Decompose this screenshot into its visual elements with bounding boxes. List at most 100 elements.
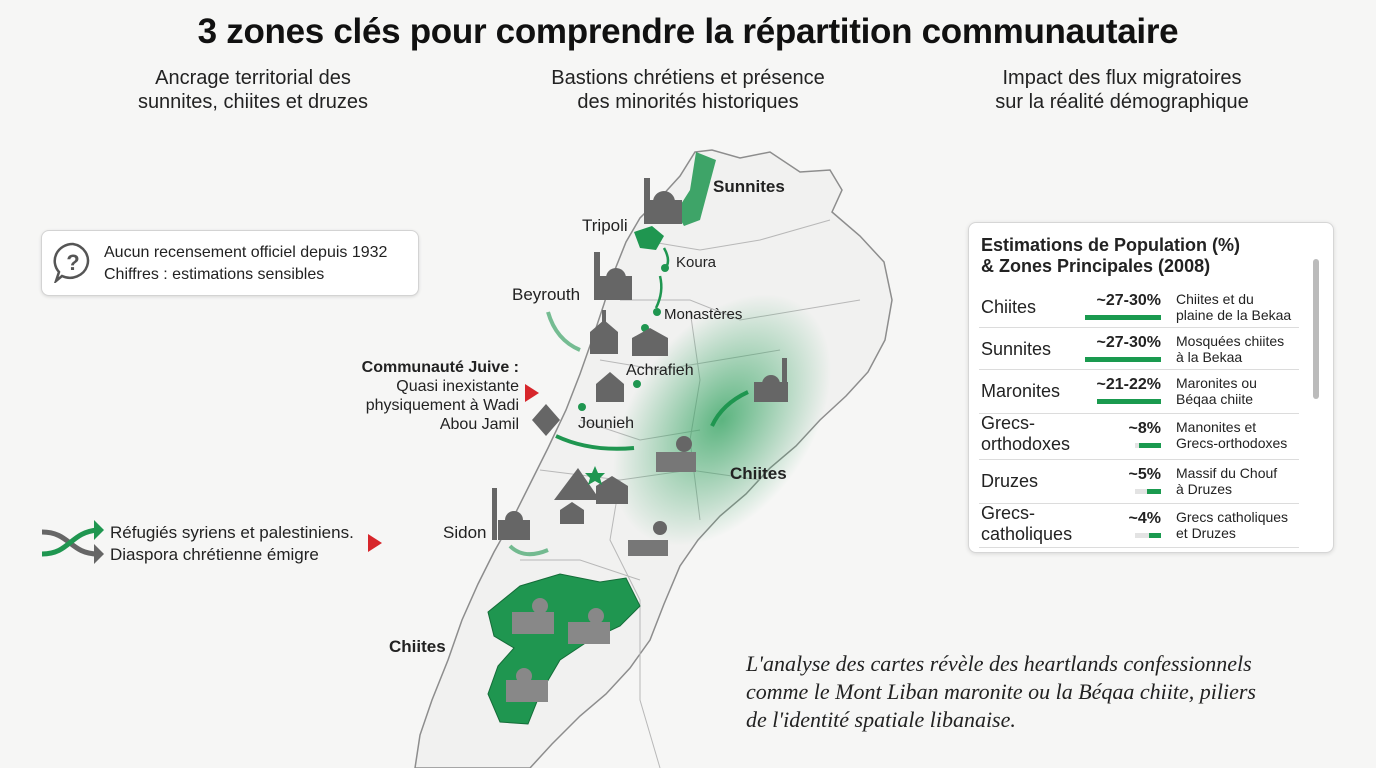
row-note: Grecs catholiques et Druzes	[1176, 509, 1288, 541]
notice-line: Aucun recensement officiel depuis 1932	[104, 244, 388, 261]
row-note-line: à la Bekaa	[1176, 349, 1243, 365]
row-note-line: Chiites et du	[1176, 291, 1254, 307]
row-bar	[1085, 357, 1161, 362]
notice-line: Chiffres : estimations sensibles	[104, 266, 325, 283]
row-range: ~5%	[1128, 466, 1161, 483]
row-note-line: plaine de la Bekaa	[1176, 307, 1292, 323]
quote: L'analyse des cartes révèle des heartlan…	[746, 650, 1256, 734]
heading-line: des minorités historiques	[577, 91, 799, 113]
row-note-line: Mosquées chiites	[1176, 333, 1285, 349]
jewish-note-title: Communauté Juive :	[361, 359, 519, 376]
title: 3 zones clés pour comprendre la répartit…	[197, 12, 1179, 51]
row-bar	[1085, 315, 1161, 320]
map-label: Koura	[676, 254, 717, 271]
row-bar	[1097, 399, 1161, 404]
panel-row: Sunnites ~27-30% Mosquées chiites à la Beka…	[979, 327, 1299, 370]
row-note-line: Grecs catholiques	[1176, 509, 1289, 525]
row-name-line: Grecs-	[981, 413, 1035, 433]
notice-box: ? Aucun recensement officiel depuis 1932…	[41, 230, 419, 296]
migration-icon	[41, 527, 99, 557]
jewish-note: Communauté Juive : Quasi inexistante phy…	[362, 358, 519, 434]
heading-line: Ancrage territorial des	[155, 67, 351, 89]
jewish-note-line: Abou Jamil	[439, 416, 519, 433]
row-name: Maronites	[981, 381, 1060, 402]
map-label: Chiites	[730, 464, 787, 483]
notice-icon: ?	[53, 242, 90, 283]
row-note-line: Manonites et	[1176, 419, 1257, 435]
quote-line: comme le Mont Liban maronite ou la Béqaa…	[746, 679, 1256, 704]
row-bar	[1147, 489, 1161, 494]
migration-line: Diaspora chrétienne émigre	[110, 545, 319, 564]
panel-row: Druzes ~5% Massif du Chouf à Druzes	[979, 459, 1299, 504]
map-label: Monastères	[664, 306, 742, 323]
heading-line: sur la réalité démographique	[995, 91, 1249, 113]
row-bar	[1139, 443, 1161, 448]
jewish-note-line: physiquement à Wadi	[365, 397, 519, 414]
migration-line: Réfugiés syriens et palestiniens.	[110, 523, 354, 542]
map-label: Chiites	[389, 637, 446, 656]
row-note-line: à Druzes	[1176, 481, 1233, 497]
column-heading: Ancrage territorial des sunnites, chiite…	[63, 66, 443, 114]
column-heading: Impact des flux migratoires sur la réali…	[932, 66, 1312, 114]
star	[585, 466, 605, 485]
row-note: Mosquées chiites à la Bekaa	[1176, 333, 1284, 365]
heading-line: Impact des flux migratoires	[1002, 67, 1242, 89]
row-name: Sunnites	[981, 339, 1051, 360]
pointer	[525, 384, 539, 402]
heading-line: sunnites, chiites et druzes	[137, 91, 369, 113]
map-label: Beyrouth	[512, 285, 580, 304]
migration-note: Réfugiés syriens et palestiniens. Diaspo…	[110, 522, 354, 566]
population-panel: Estimations de Population (%) & Zones Pr…	[968, 222, 1334, 553]
row-name-line: Sunnites	[981, 339, 1052, 359]
row-bar	[1149, 533, 1161, 538]
panel-row: Chiites ~27-30% Chiites et du plaine de la …	[979, 285, 1299, 328]
row-range: ~27-30%	[1096, 292, 1162, 309]
panel-title: Estimations de Population (%) & Zones Pr…	[981, 235, 1240, 277]
row-note: Maronites ou Béqaa chiite	[1176, 375, 1257, 407]
map-label: Jounieh	[578, 415, 634, 432]
row-name: Druzes	[981, 471, 1038, 492]
row-note-line: Grecs-orthodoxes	[1176, 435, 1288, 451]
map-label: Sidon	[443, 523, 486, 542]
row-name-line: Maronites	[981, 381, 1061, 401]
row-note-line: Massif du Chouf	[1176, 465, 1278, 481]
pointer	[368, 534, 382, 552]
panel-row: Grecs-catholiques ~4% Grecs catholiques et …	[979, 503, 1299, 548]
bekaa-area	[612, 294, 832, 546]
row-name-line: orthodoxes	[981, 434, 1071, 454]
map-label: Achrafieh	[626, 362, 694, 379]
quote-line: de l'identité spatiale libanaise.	[746, 707, 1016, 732]
row-name-line: Chiites	[981, 297, 1037, 317]
row-note: Chiites et du plaine de la Bekaa	[1176, 291, 1291, 323]
arrow-head	[94, 520, 104, 540]
row-note-line: Maronites ou	[1176, 375, 1257, 391]
map-label: Sunnites	[713, 177, 785, 196]
row-note: Massif du Chouf à Druzes	[1176, 465, 1277, 497]
row-note-line: et Druzes	[1176, 525, 1236, 541]
row-name-line: Grecs-	[981, 503, 1035, 523]
row-range: ~4%	[1128, 510, 1161, 527]
panel-row: Maronites ~21-22% Maronites ou Béqaa chiite	[979, 369, 1299, 414]
sunni-tripoli-area	[634, 226, 664, 250]
panel-row: Grecs-orthodoxes ~8% Manonites et Grecs-ort…	[979, 413, 1299, 460]
quote-line: L'analyse des cartes révèle des heartlan…	[746, 651, 1252, 676]
notice-text: Aucun recensement officiel depuis 1932 C…	[104, 242, 387, 286]
row-note: Manonites et Grecs-orthodoxes	[1176, 419, 1287, 451]
row-name: Grecs-orthodoxes	[981, 413, 1070, 455]
bar-track	[1135, 533, 1161, 538]
row-name-line: Druzes	[981, 471, 1039, 491]
scrollbar[interactable]	[1313, 259, 1319, 399]
panel-title-line: & Zones Principales (2008)	[981, 256, 1211, 276]
sunni-north-area	[676, 152, 716, 226]
row-note-line: Béqaa chiite	[1176, 391, 1254, 407]
map-label: Tripoli	[582, 216, 628, 235]
row-range: ~21-22%	[1096, 376, 1162, 393]
jewish-note-line: Quasi inexistante	[396, 378, 519, 395]
row-name: Grecs-catholiques	[981, 503, 1072, 545]
row-range: ~27-30%	[1096, 334, 1162, 351]
panel-title-line: Estimations de Population (%)	[981, 235, 1241, 255]
heading-line: Bastions chrétiens et présence	[551, 67, 825, 89]
